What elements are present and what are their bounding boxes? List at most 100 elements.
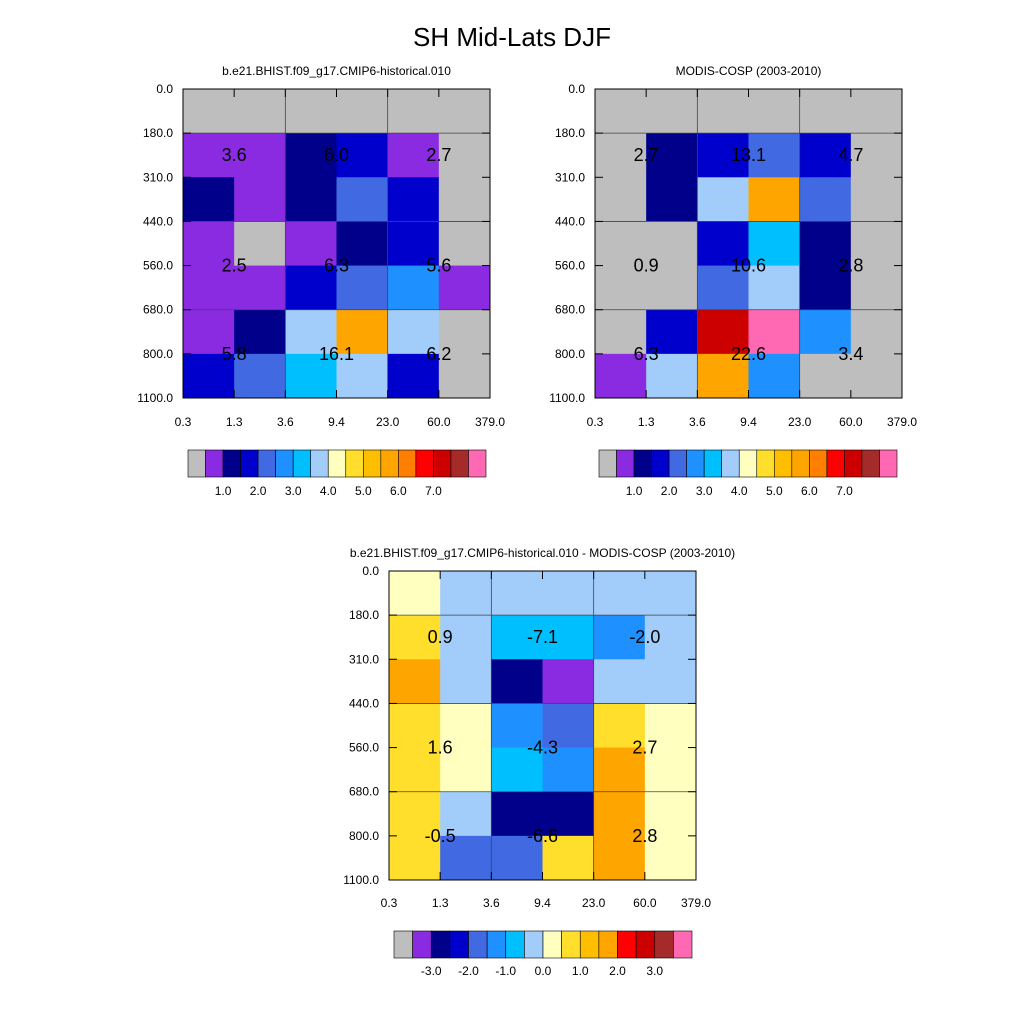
colorbar-swatch bbox=[415, 449, 434, 478]
heatmap-cell bbox=[799, 309, 852, 355]
heatmap-cell bbox=[285, 221, 337, 267]
heatmap-cell bbox=[336, 89, 389, 134]
heatmap-cell bbox=[595, 309, 647, 355]
colorbar-label: 7.0 bbox=[836, 484, 853, 498]
heatmap-cell bbox=[491, 659, 543, 704]
colorbar-label: 1.0 bbox=[572, 964, 589, 978]
colorbar-swatch bbox=[756, 449, 775, 478]
x-tick-label: 0.3 bbox=[175, 415, 192, 429]
colorbar-swatch bbox=[861, 449, 880, 478]
x-tick-label: 379.0 bbox=[681, 896, 711, 910]
x-tick-label: 1.3 bbox=[638, 415, 655, 429]
heatmap-cell bbox=[440, 659, 492, 704]
heatmap-cell bbox=[748, 221, 801, 267]
heatmap-cell bbox=[748, 353, 801, 399]
heatmap-cell bbox=[491, 791, 543, 837]
heatmap-cell bbox=[387, 177, 440, 222]
y-tick-label: 680.0 bbox=[349, 785, 379, 799]
heatmap-cell bbox=[595, 353, 647, 399]
heatmap-cell bbox=[850, 353, 903, 399]
colorbar-swatch bbox=[617, 930, 637, 959]
colorbar-label: 5.0 bbox=[766, 484, 783, 498]
colorbar-swatch bbox=[275, 449, 294, 478]
heatmap-cell bbox=[336, 133, 389, 178]
heatmap-cell bbox=[850, 265, 903, 311]
colorbar-swatch bbox=[635, 930, 656, 959]
heatmap-cell bbox=[438, 177, 491, 222]
heatmap-cell bbox=[491, 747, 543, 793]
colorbar-label: 6.0 bbox=[801, 484, 818, 498]
colorbar-label: 5.0 bbox=[355, 484, 372, 498]
colorbar-swatch bbox=[561, 930, 581, 959]
colorbar-swatch bbox=[430, 930, 451, 959]
x-tick-label: 1.3 bbox=[226, 415, 243, 429]
colorbar-swatch bbox=[791, 449, 810, 478]
heatmap-cell bbox=[799, 89, 852, 134]
x-tick-label: 379.0 bbox=[475, 415, 505, 429]
heatmap-cell bbox=[387, 353, 440, 399]
data-label: 6.2 bbox=[426, 344, 451, 364]
y-tick-label: 310.0 bbox=[349, 652, 379, 666]
heatmap-cell bbox=[799, 133, 852, 178]
heatmap-cell bbox=[183, 221, 235, 267]
heatmap-cell bbox=[389, 835, 441, 881]
colorbar-swatch bbox=[505, 930, 525, 959]
y-tick-label: 680.0 bbox=[143, 303, 173, 317]
data-label: 1.6 bbox=[428, 738, 453, 758]
heatmap-cell bbox=[491, 703, 543, 749]
heatmap-cell bbox=[234, 309, 286, 355]
heatmap-cell bbox=[234, 265, 286, 311]
x-tick-label: 9.4 bbox=[534, 896, 551, 910]
heatmap-cell bbox=[234, 89, 286, 134]
colorbar-label: -1.0 bbox=[495, 964, 516, 978]
colorbar-swatch bbox=[542, 930, 562, 959]
colorbar-swatch bbox=[310, 449, 329, 478]
colorbar-label: 4.0 bbox=[320, 484, 337, 498]
x-tick-label: 1.3 bbox=[432, 896, 449, 910]
panel-title: MODIS-COSP (2003-2010) bbox=[676, 64, 822, 78]
heatmap-cell bbox=[697, 353, 749, 399]
data-label: 3.4 bbox=[838, 344, 863, 364]
heatmap-cell bbox=[593, 571, 646, 616]
colorbar-swatch bbox=[393, 930, 413, 959]
heatmap-cell bbox=[748, 89, 801, 134]
heatmap-cell bbox=[748, 133, 801, 178]
heatmap-cell bbox=[799, 221, 852, 267]
heatmap-cell bbox=[440, 835, 492, 881]
heatmap-panel-diff: b.e21.BHIST.f09_g17.CMIP6-historical.010… bbox=[343, 546, 735, 978]
colorbar-swatch bbox=[345, 449, 364, 478]
heatmap-cell bbox=[440, 747, 492, 793]
colorbar-swatch bbox=[703, 449, 723, 478]
heatmap-cell bbox=[697, 309, 749, 355]
colorbar-swatch bbox=[362, 449, 382, 478]
heatmap-cell bbox=[646, 89, 698, 134]
y-tick-label: 560.0 bbox=[143, 259, 173, 273]
heatmap-cell bbox=[850, 133, 903, 178]
heatmap-cell bbox=[336, 353, 389, 399]
figure-title: SH Mid-Lats DJF bbox=[413, 22, 611, 52]
heatmap-cell bbox=[697, 177, 749, 222]
data-label: -2.0 bbox=[629, 627, 660, 647]
heatmap-cell bbox=[748, 177, 801, 222]
heatmap-cell bbox=[593, 747, 646, 793]
colorbar-label: -3.0 bbox=[421, 964, 442, 978]
heatmap-cell bbox=[234, 133, 286, 178]
y-tick-label: 440.0 bbox=[349, 696, 379, 710]
heatmap-cell bbox=[285, 353, 337, 399]
heatmap-cell bbox=[183, 177, 235, 222]
heatmap-cell bbox=[593, 659, 646, 704]
heatmap-cell bbox=[850, 89, 903, 134]
data-label: -4.3 bbox=[527, 738, 558, 758]
colorbar-label: 7.0 bbox=[425, 484, 442, 498]
heatmap-cell bbox=[440, 571, 492, 616]
x-tick-label: 60.0 bbox=[427, 415, 451, 429]
y-tick-label: 310.0 bbox=[143, 170, 173, 184]
y-tick-label: 560.0 bbox=[349, 741, 379, 755]
heatmap-cell bbox=[850, 221, 903, 267]
heatmap-cell bbox=[438, 133, 491, 178]
colorbar-label: 1.0 bbox=[215, 484, 232, 498]
heatmap-cell bbox=[389, 791, 441, 837]
heatmap-cell bbox=[438, 353, 491, 399]
y-tick-label: 1100.0 bbox=[549, 391, 585, 405]
heatmap-cell bbox=[389, 703, 441, 749]
